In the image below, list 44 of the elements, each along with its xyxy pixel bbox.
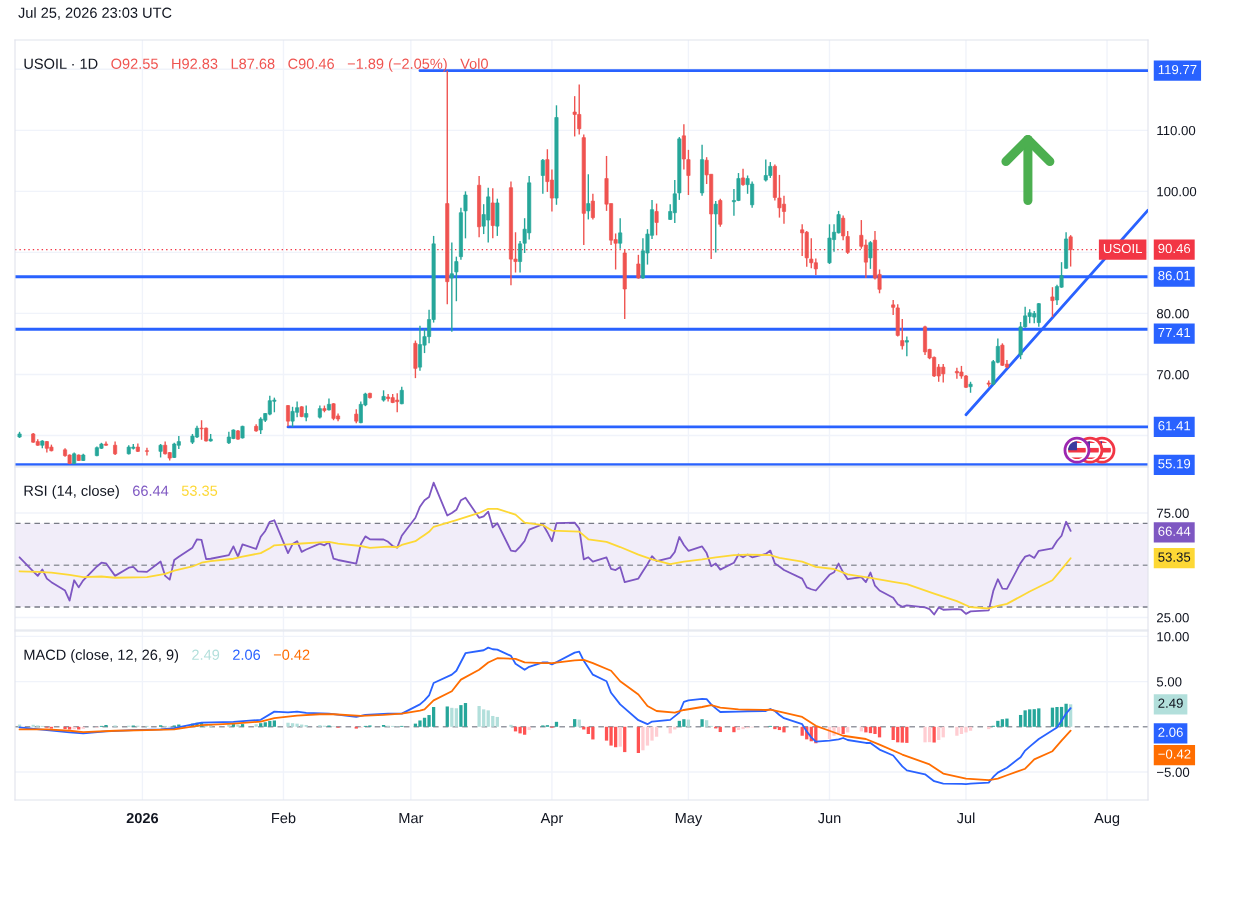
annotation: L87.68: [231, 58, 275, 69]
y-tick-label: −5.00: [1156, 767, 1190, 777]
x-tick-label: Jun: [817, 813, 841, 824]
y-tick-label: 70.00: [1157, 370, 1189, 380]
annotation: 2.06: [233, 649, 261, 660]
text: RSI (14, close): [24, 485, 119, 499]
x-tick-label: Aug: [1094, 813, 1120, 827]
text: MACD (close, 12, 26, 9): [24, 649, 179, 663]
data-label: 119.77: [1158, 64, 1197, 75]
text: 66.44: [1158, 526, 1191, 536]
annotation: Vol0: [460, 58, 488, 69]
annotation: USOIL: [1103, 243, 1143, 254]
text: 2.06: [1158, 727, 1183, 737]
text: 53.35: [1158, 552, 1191, 562]
y-tick-label: 75.00: [1157, 508, 1189, 518]
ref-line-label: 90.46: [1158, 243, 1191, 254]
y-tick-label: 80.00: [1156, 308, 1189, 319]
annotation: C90.46: [288, 58, 334, 69]
y-tick-label: 10.00: [1157, 631, 1189, 642]
y-tick-label: 100.00: [1157, 186, 1197, 197]
y-tick-label: 25.00: [1157, 613, 1189, 623]
y-tick-label: 110.00: [1157, 125, 1196, 136]
text: USOIL · 1D: [24, 58, 98, 69]
x-tick-label: Feb: [272, 812, 296, 824]
x-tick-label: Mar: [399, 813, 424, 824]
y-tick-label: 5.00: [1156, 677, 1182, 687]
annotation: 2.49: [192, 649, 220, 660]
text: 2.49: [1158, 698, 1183, 708]
annotation: −0.42: [273, 649, 310, 660]
annotation: −1.89 (−2.05%): [347, 58, 447, 72]
ref-line-label: 55.19: [1158, 459, 1191, 469]
annotation: H92.83: [172, 58, 218, 69]
text: −0.42: [1158, 749, 1191, 759]
x-tick-label: 2026: [126, 812, 159, 824]
annotation: 53.35: [181, 485, 218, 496]
chart-subtitle: Jul 25, 2026 23:03 UTC: [18, 7, 172, 20]
x-tick-label: May: [675, 813, 703, 827]
data-label: 61.41: [1158, 421, 1191, 431]
annotation: O92.55: [111, 58, 158, 69]
ref-line-label: 86.01: [1158, 270, 1191, 281]
x-tick-label: Jul: [956, 812, 975, 824]
x-tick-label: Apr: [540, 813, 564, 827]
annotation: 66.44: [133, 485, 169, 496]
ref-line-label: 77.41: [1158, 328, 1191, 338]
